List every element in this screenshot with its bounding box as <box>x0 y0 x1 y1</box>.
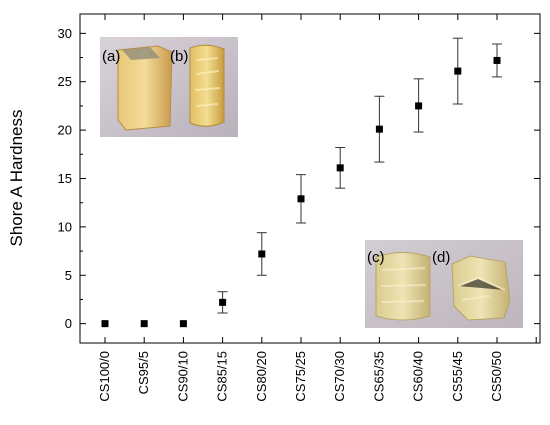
inset-label-b: (b) <box>170 48 188 65</box>
x-tick-label: CS90/10 <box>175 351 190 402</box>
data-point <box>140 320 148 328</box>
inset-photo-samples-ab: (a) (b) <box>100 37 238 137</box>
y-tick-label: 10 <box>58 219 72 234</box>
x-tick-label: CS50/50 <box>489 351 504 402</box>
x-tick-label: CS95/5 <box>136 351 151 394</box>
data-point <box>179 320 187 328</box>
x-tick-label: CS60/40 <box>411 351 426 402</box>
inset-label-d: (d) <box>432 249 450 266</box>
x-tick-label: CS70/30 <box>332 351 347 402</box>
y-tick-label: 0 <box>65 316 72 331</box>
x-tick-label: CS80/20 <box>254 351 269 402</box>
y-tick-label: 5 <box>65 268 72 283</box>
inset-photo-samples-cd: (c) (d) <box>365 240 523 328</box>
y-tick-label: 30 <box>58 26 72 41</box>
y-axis: 0 5 10 15 20 25 30 <box>58 26 540 331</box>
inset-label-a: (a) <box>102 48 120 65</box>
x-tick-label: CS100/0 <box>97 351 112 402</box>
y-tick-label: 20 <box>58 123 72 138</box>
y-tick-label: 25 <box>58 74 72 89</box>
data-point <box>336 164 344 172</box>
data-point <box>454 67 462 75</box>
y-axis-title: Shore A Hardness <box>7 109 26 246</box>
data-series <box>101 37 502 328</box>
data-point <box>101 320 109 328</box>
data-point <box>415 102 423 110</box>
data-point <box>258 250 266 258</box>
data-point <box>493 56 501 64</box>
x-tick-label: CS75/25 <box>293 351 308 402</box>
data-point <box>297 195 305 203</box>
inset-label-c: (c) <box>367 249 385 266</box>
x-axis: CS100/0 CS95/5 CS90/10 CS85/15 CS80/20 CS75/2… <box>97 14 537 402</box>
data-point <box>375 125 383 133</box>
x-tick-label: CS55/45 <box>450 351 465 402</box>
x-tick-label: CS65/35 <box>371 351 386 402</box>
x-tick-label: CS85/15 <box>215 351 230 402</box>
y-tick-label: 15 <box>58 171 72 186</box>
data-point <box>219 298 227 306</box>
